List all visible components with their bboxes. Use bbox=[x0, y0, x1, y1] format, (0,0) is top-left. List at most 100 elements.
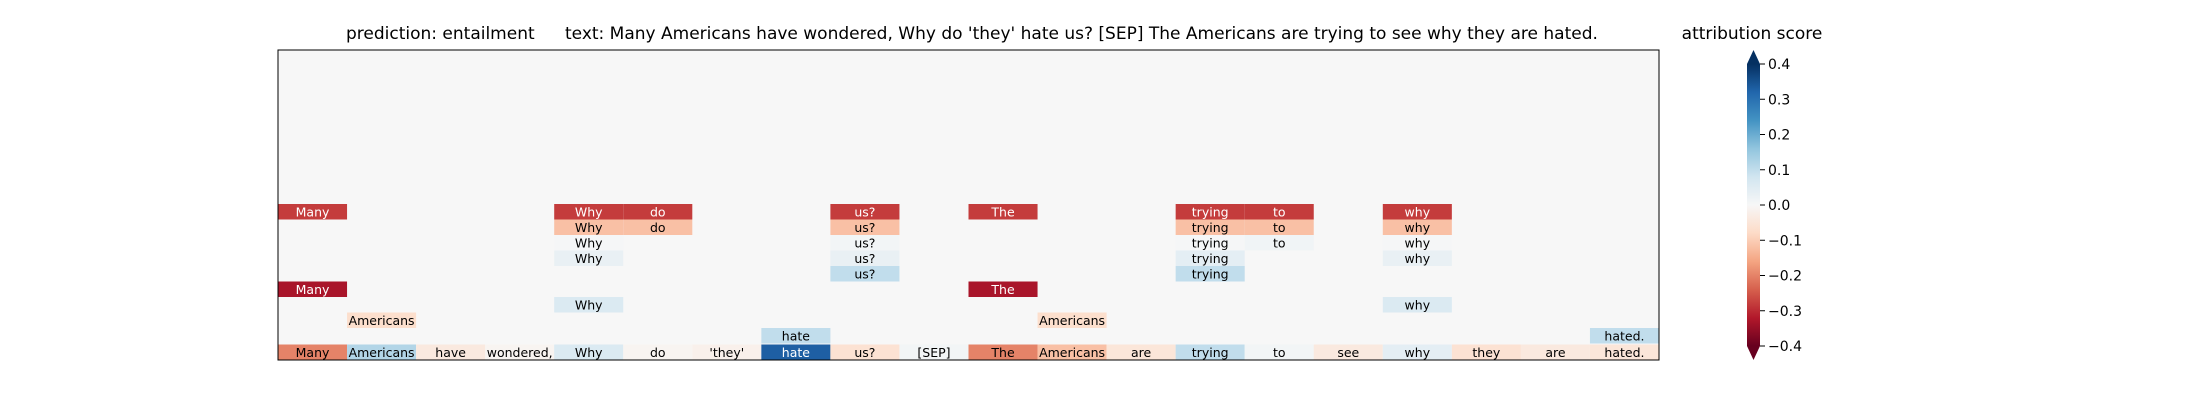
heatmap-cell: Americans bbox=[347, 312, 417, 328]
heatmap-cell-rect bbox=[278, 204, 348, 220]
heatmap-cell-label: us? bbox=[854, 204, 875, 219]
heatmap-cell-rect bbox=[1382, 235, 1452, 251]
heatmap-cell-rect bbox=[761, 328, 831, 344]
heatmap-cell-label: us? bbox=[854, 220, 875, 235]
base-token-cell: trying bbox=[1175, 344, 1245, 360]
base-token-cell-rect bbox=[416, 344, 486, 360]
base-token-cell-label: [SEP] bbox=[917, 345, 950, 360]
heatmap-cell-label: why bbox=[1405, 251, 1431, 266]
colorbar-gradient bbox=[1747, 64, 1760, 346]
heatmap-cell: us? bbox=[830, 235, 900, 251]
heatmap-cell-label: why bbox=[1405, 204, 1431, 219]
heatmap-cell-rect bbox=[1382, 297, 1452, 313]
heatmap-cell: us? bbox=[830, 204, 900, 220]
heatmap-cell: Many bbox=[278, 204, 348, 220]
colorbar-tick-label: 0.1 bbox=[1768, 163, 1790, 179]
base-token-cell-rect bbox=[1382, 344, 1452, 360]
heatmap-cell-rect bbox=[1175, 219, 1245, 235]
base-token-cell: do bbox=[623, 344, 693, 360]
heatmap-cell-label: trying bbox=[1192, 220, 1229, 235]
base-token-cell-rect bbox=[1175, 344, 1245, 360]
colorbar-tick-label: 0.2 bbox=[1768, 128, 1790, 144]
heatmap-cell-rect bbox=[830, 250, 900, 266]
base-token-cell-label: us? bbox=[854, 345, 875, 360]
base-token-cell: hate bbox=[761, 344, 831, 360]
base-token-cell-rect bbox=[1313, 344, 1383, 360]
heatmap-cell: to bbox=[1244, 219, 1314, 235]
plot-frame bbox=[277, 49, 1660, 361]
heatmap-cell: trying bbox=[1175, 219, 1245, 235]
base-token-cell: us? bbox=[830, 344, 900, 360]
heatmap-cell-label: do bbox=[650, 204, 666, 219]
heatmap-cell: us? bbox=[830, 266, 900, 282]
heatmap-cell-label: why bbox=[1405, 235, 1431, 250]
heatmap-cell: us? bbox=[830, 250, 900, 266]
heatmap-cell-rect bbox=[1382, 219, 1452, 235]
heatmap-cell: Many bbox=[278, 281, 348, 297]
heatmap-cell-rect bbox=[554, 297, 624, 313]
heatmap-cell-rect bbox=[1589, 328, 1659, 344]
heatmap-cell: to bbox=[1244, 204, 1314, 220]
heatmap-cell-label: trying bbox=[1192, 235, 1229, 250]
base-token-cell-label: trying bbox=[1192, 345, 1229, 360]
base-token-cell-rect bbox=[1589, 344, 1659, 360]
heatmap-cell-rect bbox=[554, 204, 624, 220]
heatmap-cell-rect bbox=[1037, 312, 1107, 328]
text-title: text: Many Americans have wondered, Why … bbox=[565, 24, 1598, 44]
heatmap-cell-rect bbox=[1244, 204, 1314, 220]
heatmap-cell-rect bbox=[830, 266, 900, 282]
heatmap-cell-label: to bbox=[1273, 204, 1286, 219]
base-token-cell-rect bbox=[968, 344, 1038, 360]
heatmap-cell-label: us? bbox=[854, 266, 875, 281]
heatmap-cell-label: Why bbox=[575, 204, 603, 219]
base-token-cell: wondered, bbox=[485, 344, 555, 360]
heatmap-cell-label: trying bbox=[1192, 251, 1229, 266]
heatmap-cell: do bbox=[623, 204, 693, 220]
heatmap-cell: hated. bbox=[1589, 328, 1659, 344]
heatmap-cell-rect bbox=[623, 204, 693, 220]
colorbar-tick-label: 0.3 bbox=[1768, 92, 1790, 108]
base-token-cell-label: Americans bbox=[349, 345, 415, 360]
prediction-title: prediction: entailment bbox=[346, 24, 535, 44]
base-token-cell-rect bbox=[278, 344, 348, 360]
base-token-cell-label: are bbox=[1131, 345, 1152, 360]
heatmap-cell: why bbox=[1382, 250, 1452, 266]
heatmap-cell-label: The bbox=[990, 204, 1015, 219]
base-token-cell: to bbox=[1244, 344, 1314, 360]
base-token-cell: Americans bbox=[1037, 344, 1107, 360]
base-token-cell-rect bbox=[830, 344, 900, 360]
heatmap-cell: do bbox=[623, 219, 693, 235]
heatmap-cell-rect bbox=[1382, 204, 1452, 220]
heatmap-cell-rect bbox=[278, 281, 348, 297]
base-token-cell-label: hate bbox=[782, 345, 810, 360]
heatmap-cell: why bbox=[1382, 235, 1452, 251]
heatmap-cell-label: trying bbox=[1192, 266, 1229, 281]
heatmap-cell-label: Many bbox=[296, 282, 330, 297]
heatmap-cell: trying bbox=[1175, 235, 1245, 251]
base-token-cell-label: why bbox=[1405, 345, 1431, 360]
base-token-cell-label: are bbox=[1545, 345, 1566, 360]
base-token-cell-label: wondered, bbox=[487, 345, 553, 360]
heatmap-cell: Why bbox=[554, 204, 624, 220]
colorbar-tick-label: 0.4 bbox=[1768, 57, 1790, 73]
heatmap-cell: to bbox=[1244, 235, 1314, 251]
heatmap-cell: Why bbox=[554, 235, 624, 251]
heatmap-cell: Why bbox=[554, 219, 624, 235]
colorbar-tick-label: 0.0 bbox=[1768, 198, 1790, 214]
colorbar-extend-max bbox=[1747, 50, 1760, 64]
heatmap-cell-rect bbox=[1175, 235, 1245, 251]
base-token-cell: Americans bbox=[347, 344, 417, 360]
base-token-cell-label: do bbox=[650, 345, 666, 360]
base-token-cell-label: they bbox=[1472, 345, 1501, 360]
heatmap-cell-rect bbox=[830, 235, 900, 251]
base-token-cell-rect bbox=[485, 344, 555, 360]
base-token-cell-rect bbox=[1106, 344, 1176, 360]
colorbar-label: attribution score bbox=[1682, 24, 1823, 44]
base-token-cell: 'they' bbox=[692, 344, 762, 360]
base-token-cell: why bbox=[1382, 344, 1452, 360]
base-token-cell-label: Americans bbox=[1039, 345, 1105, 360]
base-token-cell-label: have bbox=[435, 345, 466, 360]
base-token-cell: The bbox=[968, 344, 1038, 360]
heatmap-cell: Americans bbox=[1037, 312, 1107, 328]
heatmap-cell-rect bbox=[554, 250, 624, 266]
